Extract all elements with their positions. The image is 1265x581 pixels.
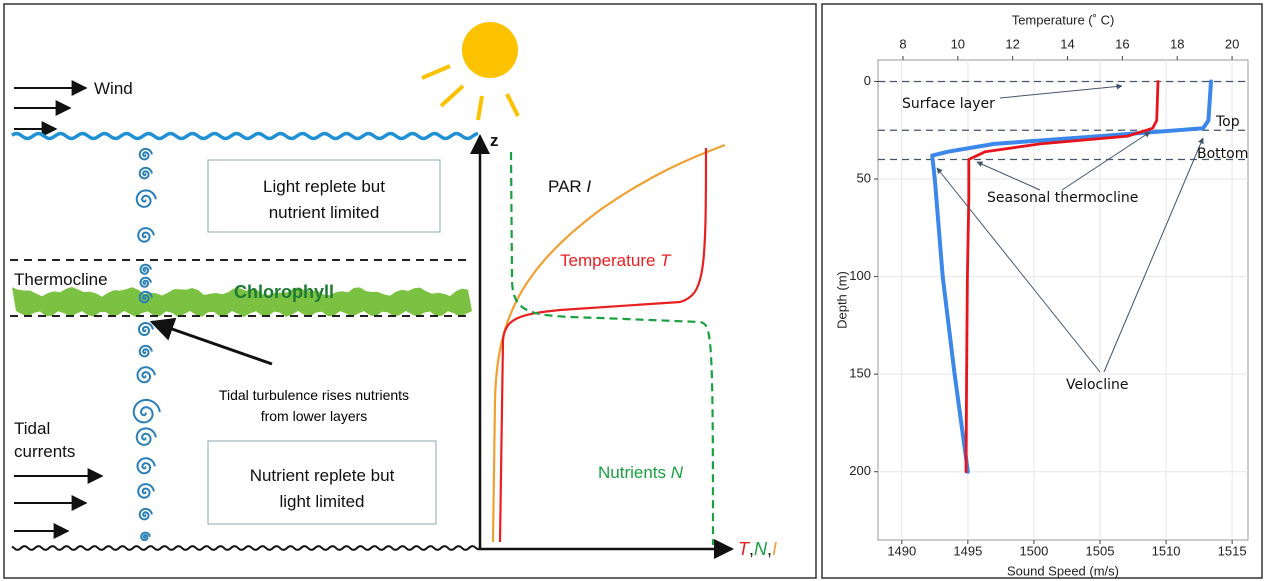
label: Light replete but xyxy=(263,177,385,196)
bottom-wave xyxy=(11,545,479,551)
y-tick-label: 150 xyxy=(849,366,871,381)
x2-tick-label: 12 xyxy=(1005,36,1019,51)
label: Tidal xyxy=(14,419,50,438)
annotation: Seasonal thermocline xyxy=(987,190,1138,206)
label: , xyxy=(749,539,754,559)
y-tick-label: 0 xyxy=(864,73,871,88)
label: , xyxy=(767,539,772,559)
spiral xyxy=(137,321,154,337)
spiral xyxy=(136,366,156,384)
spiral xyxy=(139,276,152,288)
x2-tick-label: 20 xyxy=(1225,36,1239,51)
x2-tick-label: 8 xyxy=(899,36,906,51)
spiral xyxy=(138,166,153,180)
spirals xyxy=(132,147,161,542)
x2-tick-label: 18 xyxy=(1170,36,1184,51)
label: currents xyxy=(14,442,75,461)
data-line xyxy=(964,80,1160,474)
label: I xyxy=(586,177,591,196)
x-tick-label: 1510 xyxy=(1152,543,1181,558)
x-tick-label: 1500 xyxy=(1019,543,1048,558)
spiral xyxy=(138,290,153,304)
spiral xyxy=(138,147,153,161)
x2-tick-label: 14 xyxy=(1060,36,1074,51)
label: T xyxy=(738,539,751,559)
chart-panel: Temperature (˚ C) Sound Speed (m/s) Dept… xyxy=(821,3,1263,579)
annotation: Top xyxy=(1215,114,1240,130)
label: Chlorophyll xyxy=(234,282,334,302)
sun xyxy=(462,22,518,78)
label: PAR xyxy=(548,177,586,196)
x-tick-label: 1515 xyxy=(1218,543,1247,558)
label: Nutrients xyxy=(598,463,671,482)
label: Nutrients N xyxy=(598,463,684,482)
diagram-panel: Wind z Light replete but nutrient limite… xyxy=(3,3,817,579)
spiral xyxy=(137,483,155,499)
x2-tick-label: 16 xyxy=(1115,36,1129,51)
label: light limited xyxy=(279,492,364,511)
annotation: Bottom xyxy=(1197,146,1248,162)
label: Temperature T xyxy=(560,251,672,270)
annotation: Surface layer xyxy=(902,96,995,112)
label: Thermocline xyxy=(14,270,108,289)
x-tick-label: 1490 xyxy=(887,543,916,558)
y-axis-title: Depth (m) xyxy=(834,271,849,329)
label: Tidal turbulence rises nutrients xyxy=(219,387,409,403)
arrow xyxy=(149,317,273,366)
label: Wind xyxy=(94,79,133,98)
y-tick-label: 100 xyxy=(849,268,871,283)
surface-wave xyxy=(11,131,479,141)
spiral xyxy=(138,344,153,358)
y-tick-label: 200 xyxy=(849,463,871,478)
text-box xyxy=(207,440,437,525)
annotation: Velocline xyxy=(1066,377,1129,393)
spiral xyxy=(139,263,152,275)
annotations: Surface layer Top Bottom Seasonal thermo… xyxy=(902,83,1248,393)
text-box xyxy=(207,159,441,233)
label: T xyxy=(660,251,672,270)
axis-label: T,N,I xyxy=(738,539,777,559)
label: PAR I xyxy=(548,177,591,196)
spiral xyxy=(136,457,156,475)
spiral xyxy=(135,189,157,208)
x-tick-label: 1505 xyxy=(1086,543,1115,558)
spiral xyxy=(137,227,155,243)
label: N xyxy=(754,539,768,559)
x-axis-title: Sound Speed (m/s) xyxy=(1007,563,1119,578)
x2-axis-title: Temperature (˚ C) xyxy=(1012,12,1115,27)
label: z xyxy=(490,131,499,150)
data-line xyxy=(930,79,1213,474)
temperature-curve xyxy=(498,147,708,543)
label: Nutrient replete but xyxy=(250,466,395,485)
spiral xyxy=(140,531,151,542)
x-tick-label: 1495 xyxy=(953,543,982,558)
label: from lower layers xyxy=(261,408,368,424)
label: Temperature xyxy=(560,251,660,270)
spiral xyxy=(132,398,161,424)
chlorophyll-band xyxy=(12,287,472,317)
spiral xyxy=(135,427,157,446)
spiral xyxy=(138,507,153,521)
par-curve xyxy=(491,143,726,543)
sun-rays xyxy=(421,64,520,121)
x2-tick-label: 10 xyxy=(951,36,965,51)
wind-arrows xyxy=(14,80,104,539)
y-tick-label: 50 xyxy=(857,170,871,185)
label: I xyxy=(772,539,777,559)
plot-area xyxy=(877,59,1249,541)
label: N xyxy=(671,463,684,482)
label: nutrient limited xyxy=(269,203,380,222)
